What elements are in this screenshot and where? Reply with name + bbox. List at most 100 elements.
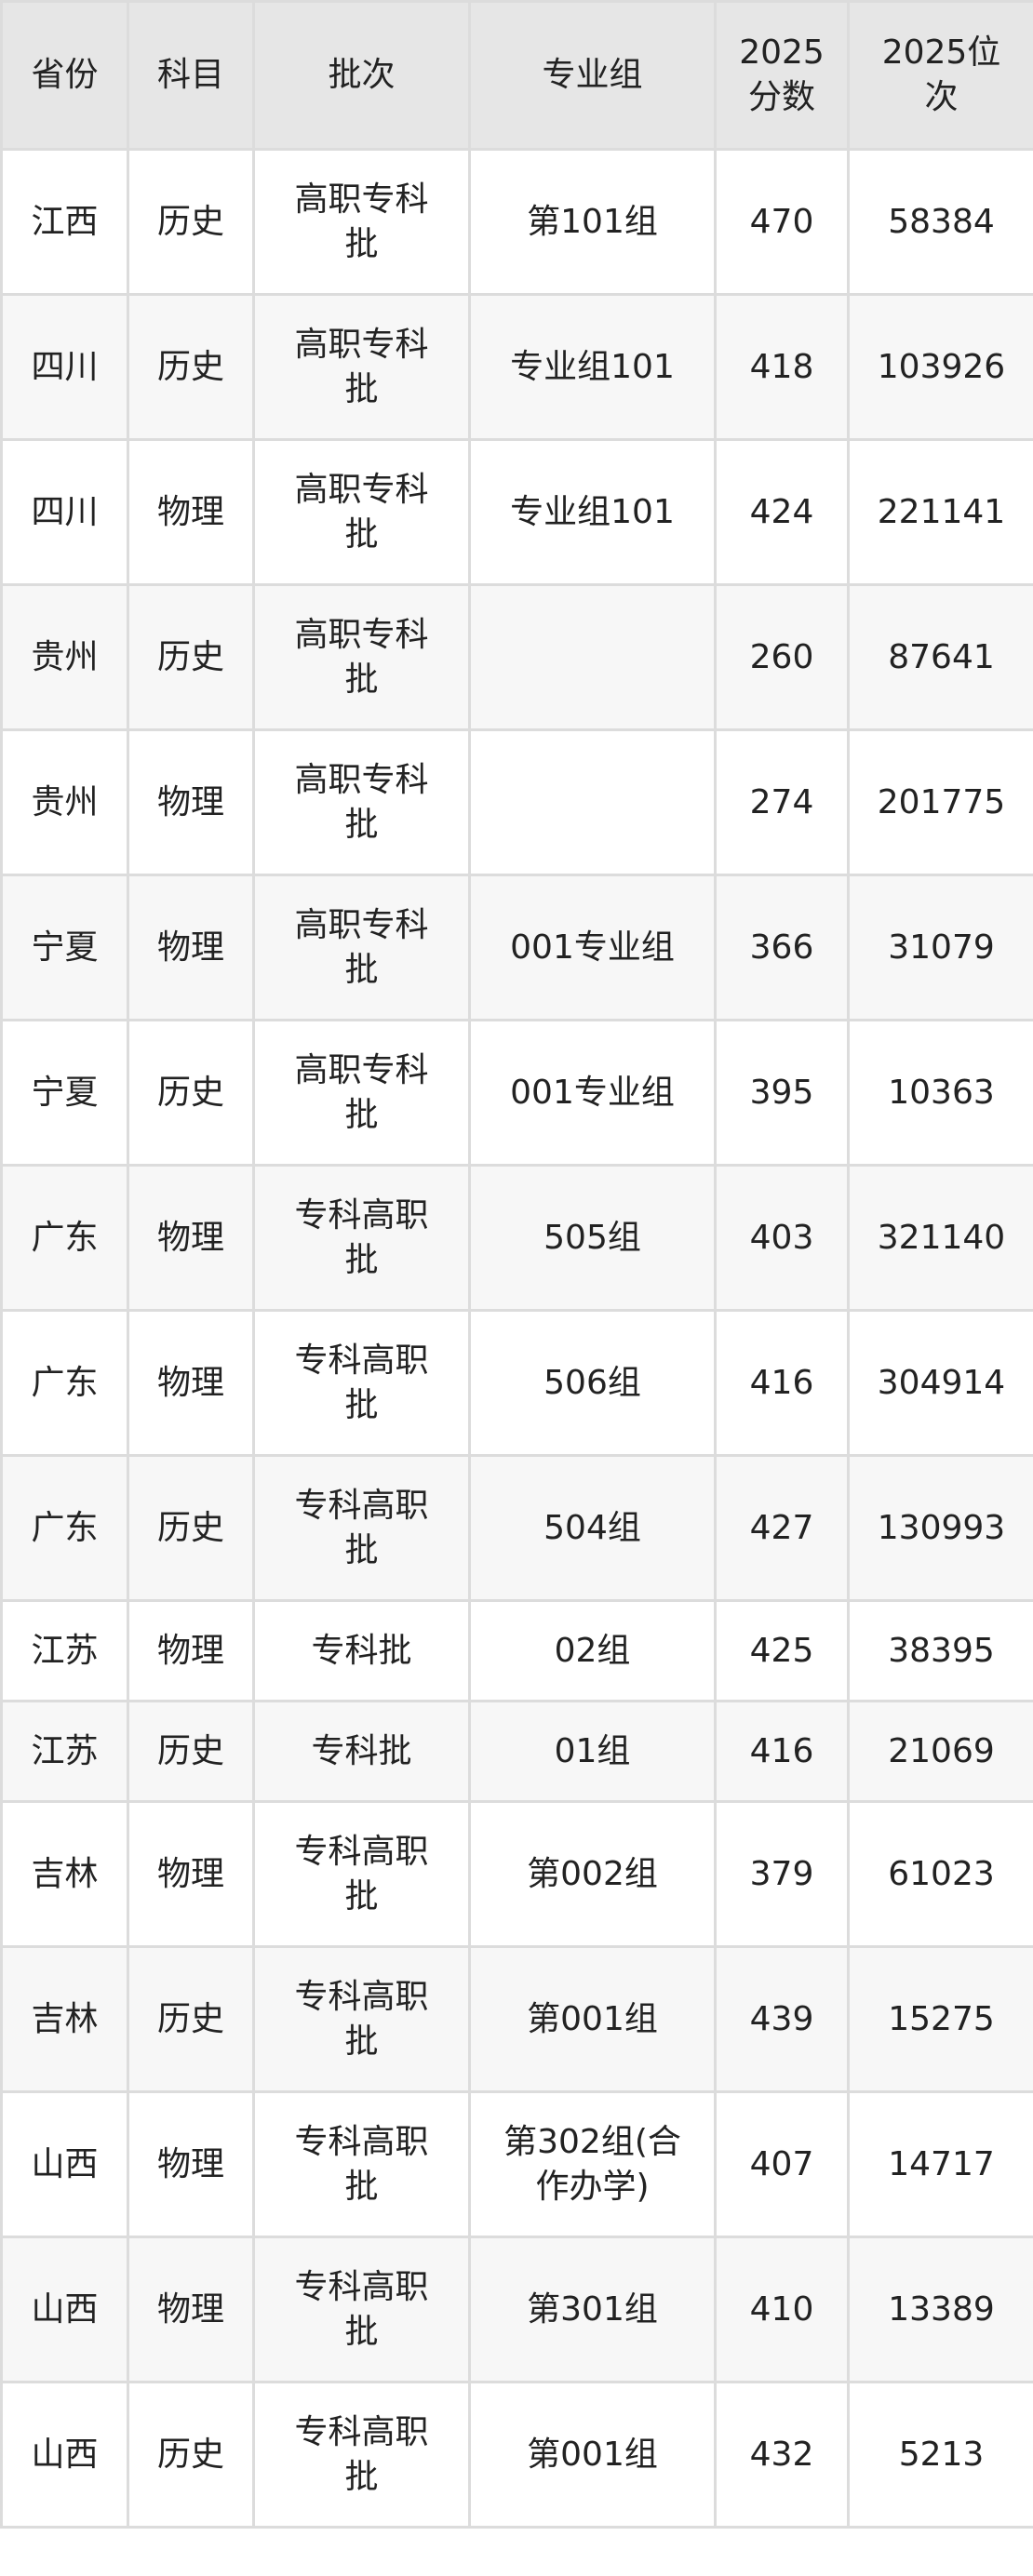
cell-province: 宁夏: [0, 874, 129, 1021]
cell-subject: 历史: [127, 293, 255, 441]
cell-batch: 高职专科批: [252, 438, 471, 586]
cell-major-group: 02组: [468, 1599, 717, 1702]
cell-score-2025: 379: [714, 1800, 850, 1948]
cell-rank-2025: 21069: [847, 1700, 1033, 1803]
cell-major-group: 505组: [468, 1164, 717, 1312]
table-row: 广东 物理 专科高职批 506组 416 304914: [0, 1309, 1033, 1457]
header-major-group: 专业组: [468, 0, 717, 151]
table-row: 吉林 物理 专科高职批 第002组 379 61023: [0, 1800, 1033, 1948]
cell-score-2025: 366: [714, 874, 850, 1021]
table-row: 山西 物理 专科高职批 第302组(合作办学) 407 14717: [0, 2090, 1033, 2238]
cell-major-group: 第302组(合作办学): [468, 2090, 717, 2238]
cell-rank-2025: 5213: [847, 2381, 1033, 2529]
cell-batch: 高职专科批: [252, 1019, 471, 1167]
header-province: 省份: [0, 0, 129, 151]
cell-batch: 专科批: [252, 1700, 471, 1803]
cell-rank-2025: 58384: [847, 148, 1033, 296]
table-row: 江苏 历史 专科批 01组 416 21069: [0, 1700, 1033, 1803]
cell-province: 广东: [0, 1309, 129, 1457]
table-row: 广东 历史 专科高职批 504组 427 130993: [0, 1454, 1033, 1602]
cell-score-2025: 410: [714, 2236, 850, 2383]
header-score-2025: 2025分数: [714, 0, 850, 151]
cell-major-group: 504组: [468, 1454, 717, 1602]
cell-subject: 历史: [127, 2381, 255, 2529]
cell-batch: 专科高职批: [252, 1454, 471, 1602]
cell-subject: 物理: [127, 2090, 255, 2238]
cell-subject: 历史: [127, 1019, 255, 1167]
cell-score-2025: 403: [714, 1164, 850, 1312]
table-row: 四川 物理 高职专科批 专业组101 424 221141: [0, 438, 1033, 586]
table-row: 四川 历史 高职专科批 专业组101 418 103926: [0, 293, 1033, 441]
cell-province: 江西: [0, 148, 129, 296]
cell-subject: 历史: [127, 1945, 255, 2093]
cell-score-2025: 425: [714, 1599, 850, 1702]
cell-batch: 专科高职批: [252, 1309, 471, 1457]
cell-score-2025: 439: [714, 1945, 850, 2093]
cell-score-2025: 427: [714, 1454, 850, 1602]
cell-rank-2025: 14717: [847, 2090, 1033, 2238]
cell-batch: 高职专科批: [252, 874, 471, 1021]
cell-rank-2025: 221141: [847, 438, 1033, 586]
cell-major-group: 001专业组: [468, 1019, 717, 1167]
table-row: 山西 历史 专科高职批 第001组 432 5213: [0, 2381, 1033, 2529]
table-row: 江西 历史 高职专科批 第101组 470 58384: [0, 148, 1033, 296]
cell-province: 江苏: [0, 1599, 129, 1702]
cell-major-group: 001专业组: [468, 874, 717, 1021]
cell-rank-2025: 321140: [847, 1164, 1033, 1312]
cell-rank-2025: 87641: [847, 583, 1033, 731]
cell-subject: 物理: [127, 438, 255, 586]
cell-rank-2025: 103926: [847, 293, 1033, 441]
cell-subject: 物理: [127, 1599, 255, 1702]
table-row: 贵州 历史 高职专科批 260 87641: [0, 583, 1033, 731]
cell-batch: 专科批: [252, 1599, 471, 1702]
cell-rank-2025: 201775: [847, 728, 1033, 876]
cell-province: 宁夏: [0, 1019, 129, 1167]
header-row: 省份 科目 批次 专业组 2025分数 2025位次: [0, 0, 1033, 151]
cell-major-group: 第301组: [468, 2236, 717, 2383]
cell-subject: 物理: [127, 728, 255, 876]
table-row: 宁夏 物理 高职专科批 001专业组 366 31079: [0, 874, 1033, 1021]
cell-province: 山西: [0, 2236, 129, 2383]
cell-province: 四川: [0, 438, 129, 586]
cell-batch: 专科高职批: [252, 1800, 471, 1948]
cell-score-2025: 432: [714, 2381, 850, 2529]
cell-province: 山西: [0, 2381, 129, 2529]
cell-subject: 物理: [127, 2236, 255, 2383]
cell-rank-2025: 130993: [847, 1454, 1033, 1602]
cell-rank-2025: 61023: [847, 1800, 1033, 1948]
header-subject: 科目: [127, 0, 255, 151]
cell-score-2025: 416: [714, 1309, 850, 1457]
cell-rank-2025: 38395: [847, 1599, 1033, 1702]
cell-province: 江苏: [0, 1700, 129, 1803]
table-row: 山西 物理 专科高职批 第301组 410 13389: [0, 2236, 1033, 2383]
cell-major-group: 第101组: [468, 148, 717, 296]
cell-subject: 物理: [127, 1164, 255, 1312]
cell-province: 广东: [0, 1454, 129, 1602]
cell-major-group: 专业组101: [468, 438, 717, 586]
cell-province: 吉林: [0, 1945, 129, 2093]
cell-batch: 专科高职批: [252, 1164, 471, 1312]
cell-province: 山西: [0, 2090, 129, 2238]
cell-batch: 专科高职批: [252, 2381, 471, 2529]
table-row: 江苏 物理 专科批 02组 425 38395: [0, 1599, 1033, 1702]
cell-province: 广东: [0, 1164, 129, 1312]
cell-subject: 物理: [127, 874, 255, 1021]
cell-subject: 历史: [127, 583, 255, 731]
cell-batch: 高职专科批: [252, 148, 471, 296]
cell-score-2025: 470: [714, 148, 850, 296]
cell-batch: 高职专科批: [252, 728, 471, 876]
cell-major-group: 第002组: [468, 1800, 717, 1948]
cell-subject: 历史: [127, 1454, 255, 1602]
cell-score-2025: 416: [714, 1700, 850, 1803]
cell-subject: 物理: [127, 1309, 255, 1457]
table-row: 宁夏 历史 高职专科批 001专业组 395 10363: [0, 1019, 1033, 1167]
cell-batch: 专科高职批: [252, 1945, 471, 2093]
cell-major-group: 506组: [468, 1309, 717, 1457]
cell-score-2025: 395: [714, 1019, 850, 1167]
table-row: 贵州 物理 高职专科批 274 201775: [0, 728, 1033, 876]
cell-rank-2025: 31079: [847, 874, 1033, 1021]
header-rank-2025: 2025位次: [847, 0, 1033, 151]
table-row: 广东 物理 专科高职批 505组 403 321140: [0, 1164, 1033, 1312]
cell-score-2025: 260: [714, 583, 850, 731]
